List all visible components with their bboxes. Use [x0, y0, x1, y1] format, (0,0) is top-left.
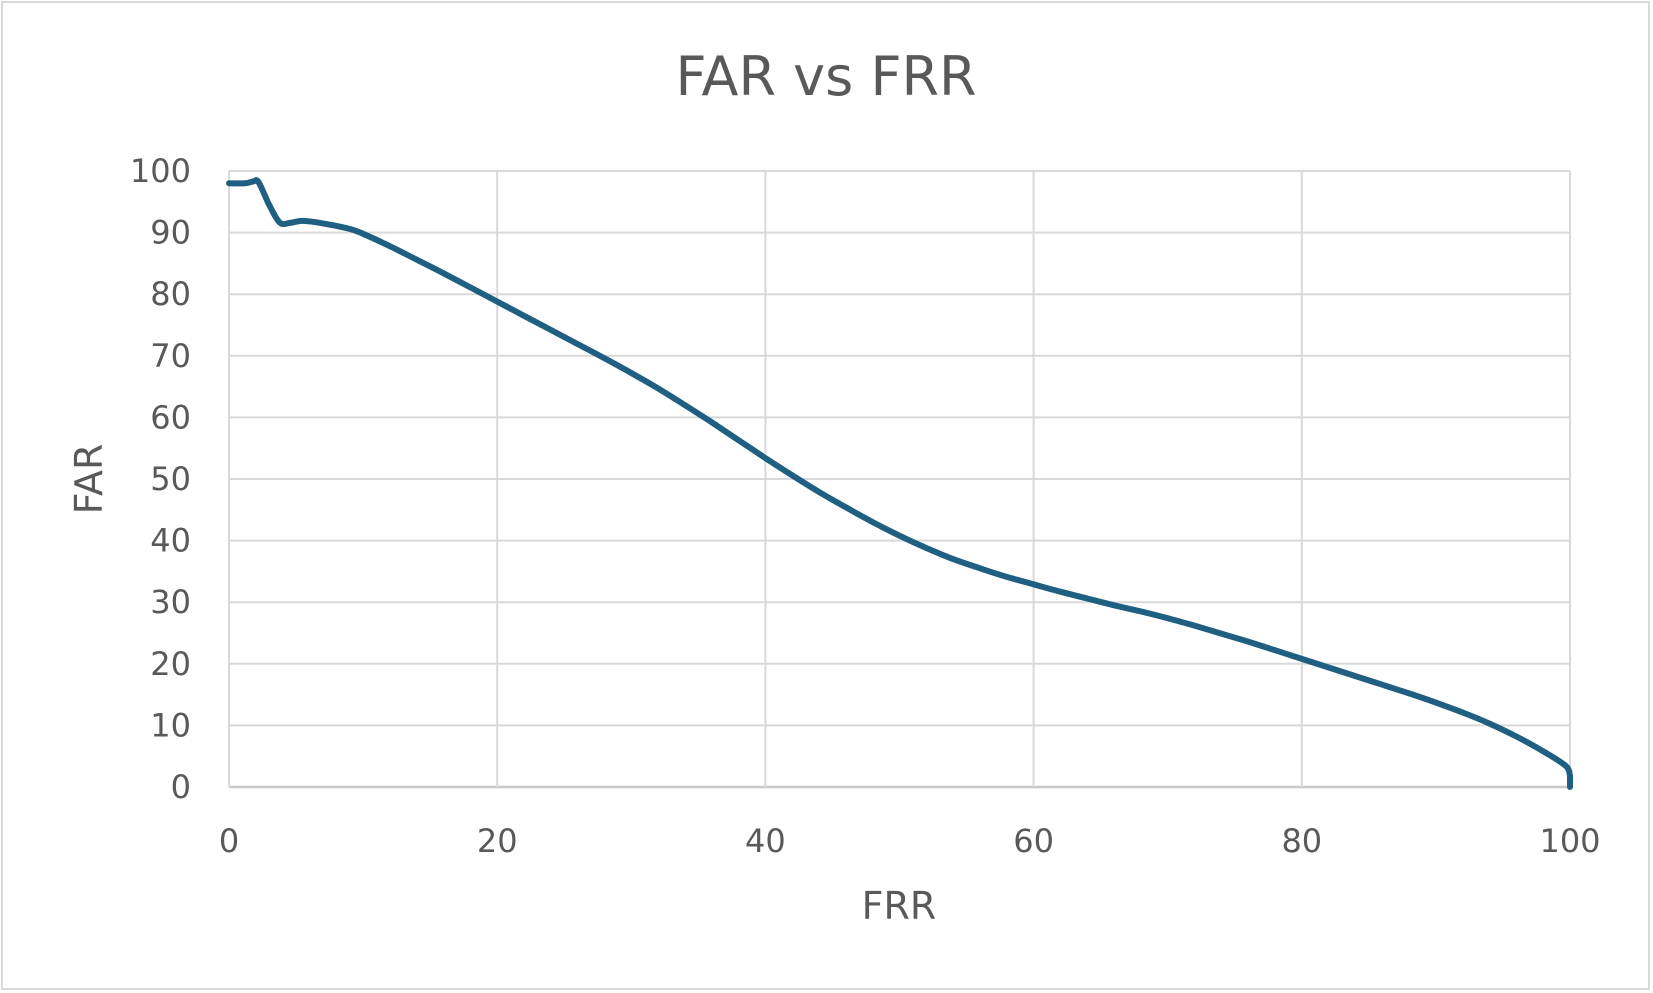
y-tick-label: 90 — [150, 214, 191, 252]
y-tick-labels: 0 10 20 30 40 50 60 70 80 90 100 — [130, 152, 191, 806]
x-tick-labels: 0 20 40 60 80 100 — [219, 822, 1601, 860]
y-tick-label: 20 — [150, 645, 191, 683]
y-tick-label: 80 — [150, 275, 191, 313]
y-tick-label: 10 — [150, 706, 191, 744]
series-layer — [226, 177, 1573, 790]
y-axis-label: FAR — [67, 444, 111, 515]
y-tick-label: 70 — [150, 337, 191, 375]
y-tick-label: 100 — [130, 152, 191, 190]
x-axis-label: FRR — [862, 884, 937, 928]
y-tick-label: 50 — [150, 460, 191, 498]
chart-title: FAR vs FRR — [675, 45, 976, 108]
x-tick-label: 20 — [477, 822, 518, 860]
y-tick-label: 60 — [150, 398, 191, 436]
grid-lines — [228, 170, 1571, 789]
y-tick-label: 40 — [150, 522, 191, 560]
y-tick-label: 30 — [150, 583, 191, 621]
y-tick-label: 0 — [171, 768, 191, 806]
x-tick-label: 100 — [1539, 822, 1600, 860]
series-line-0 — [226, 177, 1573, 779]
x-tick-label: 80 — [1281, 822, 1322, 860]
x-tick-label: 40 — [745, 822, 786, 860]
x-tick-label: 0 — [219, 822, 239, 860]
x-tick-label: 60 — [1013, 822, 1054, 860]
